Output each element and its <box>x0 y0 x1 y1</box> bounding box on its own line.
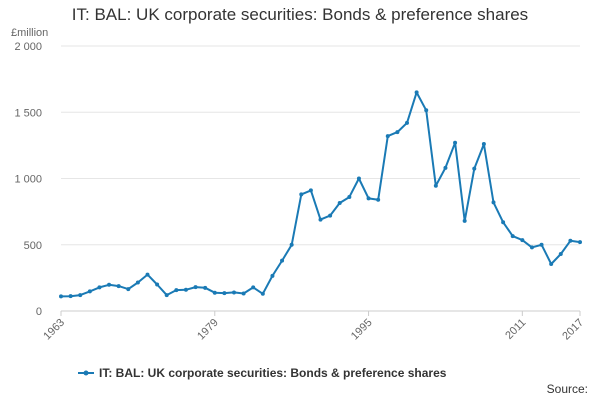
data-point[interactable] <box>183 287 188 292</box>
data-point[interactable] <box>481 142 486 147</box>
legend[interactable]: IT: BAL: UK corporate securities: Bonds … <box>78 366 447 380</box>
data-point[interactable] <box>578 240 582 245</box>
data-point[interactable] <box>347 195 352 200</box>
data-point[interactable] <box>337 201 342 206</box>
data-point[interactable] <box>87 289 92 294</box>
legend-label: IT: BAL: UK corporate securities: Bonds … <box>99 366 447 380</box>
y-tick-label: 0 <box>36 306 42 318</box>
data-point[interactable] <box>135 280 140 285</box>
data-point[interactable] <box>107 282 112 287</box>
y-tick-label: 1 000 <box>14 174 42 186</box>
data-point[interactable] <box>366 196 371 201</box>
data-point[interactable] <box>443 165 448 170</box>
y-tick-label: 2 000 <box>14 41 42 53</box>
data-point[interactable] <box>280 258 285 263</box>
gridlines <box>61 45 580 246</box>
y-axis-unit-label: £million <box>11 27 49 39</box>
data-point[interactable] <box>68 294 73 299</box>
x-tick-label: 1979 <box>195 317 221 343</box>
data-point[interactable] <box>78 293 83 298</box>
data-point[interactable] <box>212 290 217 295</box>
x-axis: 1963 1979 1995 2011 2017 <box>41 310 586 343</box>
legend-marker <box>83 370 89 376</box>
chart-title: IT: BAL: UK corporate securities: Bonds … <box>71 5 529 24</box>
data-point[interactable] <box>145 272 150 277</box>
data-point[interactable] <box>59 294 63 299</box>
data-point[interactable] <box>501 220 506 225</box>
data-point[interactable] <box>318 217 323 222</box>
data-point[interactable] <box>453 140 458 145</box>
data-point[interactable] <box>270 273 275 278</box>
data-point[interactable] <box>549 261 554 266</box>
data-point[interactable] <box>174 288 179 293</box>
data-point[interactable] <box>433 183 438 188</box>
data-point[interactable] <box>414 90 419 95</box>
x-tick-label: 2017 <box>560 317 586 343</box>
y-tick-label: 1 500 <box>14 107 42 119</box>
data-point[interactable] <box>155 282 160 287</box>
data-point[interactable] <box>520 238 525 243</box>
data-point[interactable] <box>97 285 102 290</box>
data-point[interactable] <box>241 291 246 296</box>
x-tick-label: 2011 <box>503 317 528 342</box>
data-point[interactable] <box>395 130 400 135</box>
data-point[interactable] <box>539 242 544 247</box>
y-axis-ticks: 0 500 1 000 1 500 2 000 <box>14 41 42 318</box>
data-point[interactable] <box>558 252 563 257</box>
data-point[interactable] <box>491 200 496 205</box>
data-point[interactable] <box>424 108 429 113</box>
data-point[interactable] <box>260 291 265 296</box>
data-point[interactable] <box>126 287 131 292</box>
data-point[interactable] <box>462 218 467 223</box>
data-point[interactable] <box>529 245 534 250</box>
data-point[interactable] <box>299 192 304 197</box>
data-point[interactable] <box>164 293 169 298</box>
data-point[interactable] <box>510 234 515 239</box>
data-point[interactable] <box>232 290 236 295</box>
data-point[interactable] <box>385 134 390 139</box>
data-point[interactable] <box>376 197 381 202</box>
x-tick-label: 1963 <box>41 317 67 343</box>
data-point[interactable] <box>472 166 477 171</box>
data-point[interactable] <box>568 238 573 243</box>
series-layer <box>59 90 582 299</box>
source-label: Source: <box>546 382 588 396</box>
data-point[interactable] <box>289 242 294 247</box>
data-point[interactable] <box>405 120 409 125</box>
x-tick-label: 1995 <box>349 317 375 343</box>
data-point[interactable] <box>193 285 198 290</box>
data-point[interactable] <box>222 291 227 296</box>
data-point[interactable] <box>116 284 121 289</box>
y-tick-label: 500 <box>24 240 42 252</box>
data-point[interactable] <box>308 188 313 193</box>
data-point[interactable] <box>356 176 361 181</box>
data-point[interactable] <box>251 285 256 290</box>
series-line[interactable] <box>60 91 581 298</box>
data-point[interactable] <box>328 213 333 218</box>
data-point[interactable] <box>203 285 208 290</box>
